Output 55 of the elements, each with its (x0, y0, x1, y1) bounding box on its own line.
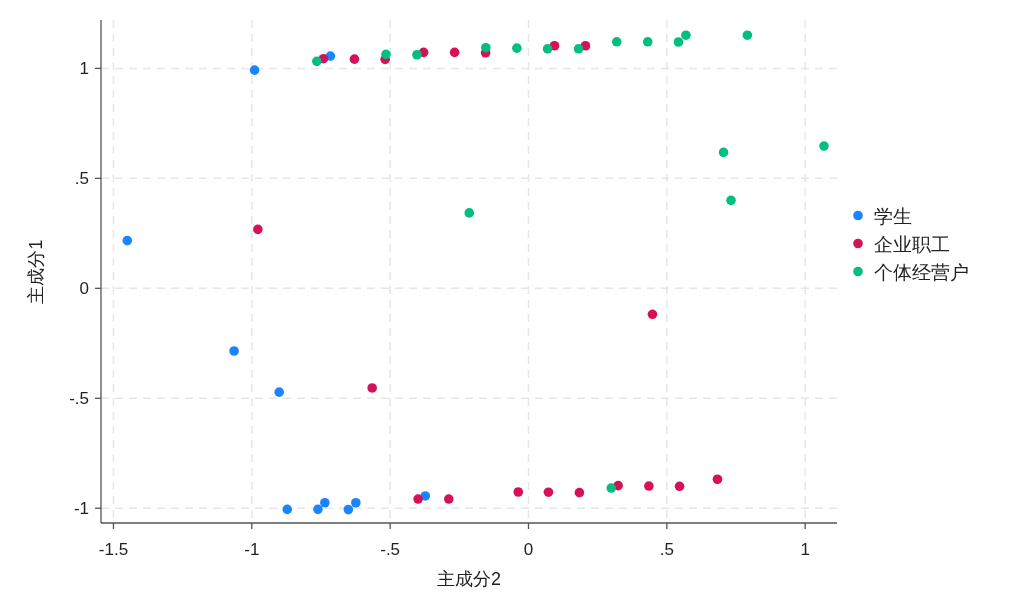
x-axis-title: 主成分2 (436, 569, 502, 589)
x-tick-label: 1 (800, 540, 810, 559)
point (542, 44, 553, 54)
x-tick-label: -1.5 (98, 540, 129, 559)
y-axis-title: 主成分1 (26, 239, 46, 304)
point (343, 504, 354, 515)
x-tick-label: -.5 (380, 540, 401, 559)
point (681, 30, 691, 40)
point (413, 494, 423, 504)
point (543, 487, 554, 498)
point (351, 497, 361, 508)
legend-label: 企业职工 (874, 233, 950, 255)
point (320, 497, 330, 508)
x-tick-label: .5 (659, 540, 674, 559)
point (481, 42, 491, 53)
point (726, 195, 736, 206)
point (642, 36, 653, 47)
y-tick-label: 0 (79, 279, 89, 299)
point (718, 147, 729, 158)
point (574, 487, 585, 498)
point (449, 47, 460, 58)
legend-label: 学生 (874, 205, 912, 227)
point (512, 43, 522, 53)
y-tick-label: .5 (74, 169, 89, 189)
point (381, 49, 391, 60)
point (606, 483, 617, 493)
point (349, 54, 360, 64)
point (673, 37, 684, 47)
point (712, 474, 723, 485)
point (274, 387, 284, 397)
point (249, 65, 260, 75)
y-tick-label: -.5 (69, 389, 89, 409)
point (742, 30, 753, 40)
point (647, 309, 658, 320)
x-tick-label: 0 (523, 540, 534, 559)
x-tick-label: -1 (244, 540, 260, 559)
point (611, 36, 622, 47)
point (674, 481, 685, 492)
point (412, 49, 422, 60)
point (253, 224, 263, 235)
point (282, 504, 293, 515)
point (644, 481, 654, 491)
point (513, 487, 524, 497)
legend-label: 个体经营户 (874, 261, 969, 283)
point (444, 494, 454, 504)
point (122, 235, 133, 246)
y-tick-label: -1 (73, 499, 89, 519)
point (573, 44, 584, 54)
point (819, 141, 829, 151)
point (464, 208, 475, 218)
point (367, 383, 377, 393)
point (229, 346, 239, 356)
point (312, 56, 322, 67)
point (313, 504, 323, 515)
y-tick-label: 1 (79, 59, 89, 79)
